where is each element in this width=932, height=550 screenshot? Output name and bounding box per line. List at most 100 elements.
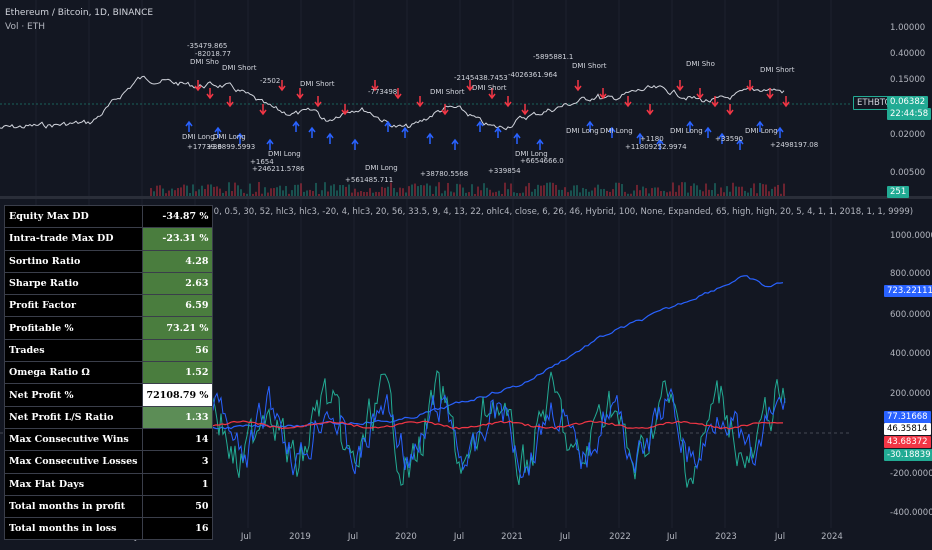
buy-arrow [401,126,409,138]
volume-bar [201,185,203,196]
volume-bar [309,189,311,196]
volume-bar [420,184,422,196]
time-axis-tick: 2022 [609,532,631,542]
time-axis-tick: Jul [240,532,252,542]
stat-value: 73.21 % [141,316,214,340]
equity-axis-tick: 800.0000 [890,269,931,279]
sell-arrow [259,104,267,116]
last-price-tag: 0.06382 [887,96,929,108]
volume-bar [657,187,659,196]
buy-arrow [636,132,644,144]
volume-bar [594,187,596,196]
volume-bar [633,190,635,196]
volume-bar [555,184,557,196]
stat-label: Intra-trade Max DD [4,227,143,251]
strategy-params-label[interactable]: 5, 15, 53, 10, 0.5, 30, 52, hlc3, hlc3, … [165,207,914,217]
time-axis-tick: 2023 [715,532,737,542]
volume-bar [609,191,611,196]
sell-arrow [696,88,704,100]
sell-arrow [341,104,349,116]
volume-bar [537,184,539,196]
price-axis-tick: 0.15000 [890,75,926,85]
volume-bar [729,191,731,196]
stat-value: -23.31 % [141,227,214,251]
volume-bar [744,190,746,196]
volume-bar [270,188,272,196]
buy-arrow [608,126,616,138]
stats-row: Sharpe Ratio 2.63 [4,271,214,296]
volume-bar [186,185,188,196]
volume-bar [282,190,284,196]
sell-arrow [676,80,684,92]
volume-bar [663,190,665,196]
volume-bar [564,187,566,196]
volume-bar [456,183,458,196]
volume-tag: 251 [887,186,910,198]
volume-bar [279,185,281,196]
volume-bar [411,184,413,196]
volume-bar [708,189,710,196]
volume-bar [327,191,329,196]
symbol-title[interactable]: Ethereum / Bitcoin, 1D, BINANCE [5,8,154,18]
volume-bar [579,192,581,196]
trade-annotation: DMI Sho [190,58,219,66]
volume-bar [255,191,257,196]
volume-bar [453,192,455,196]
buy-arrow [476,120,484,132]
volume-bar [450,191,452,196]
volume-bar [264,187,266,196]
time-axis-tick: 2024 [821,532,843,542]
volume-bar [207,184,209,196]
volume-bar [717,193,719,196]
volume-bar [507,189,509,196]
volume-bar [330,185,332,196]
buy-arrow [308,126,316,138]
buy-arrow [451,138,459,150]
stat-label: Equity Max DD [4,204,143,229]
volume-bar [693,183,695,196]
trade-annotation: DMI Short [760,66,795,74]
trade-annotation: +33590 [715,135,744,143]
volume-bar [675,191,677,196]
stat-label: Max Consecutive Wins [4,427,143,452]
trade-annotation: -82018.77 [195,50,231,58]
buy-arrow [686,120,694,132]
trade-annotation: -4026361.964 [508,71,558,79]
volume-bar [354,188,356,196]
volume-bar [654,187,656,196]
volume-bar [285,186,287,196]
volume-bar [228,182,230,196]
price-series-line [0,75,785,131]
trade-annotation: +339854 [488,167,521,175]
volume-bar [627,193,629,196]
buy-arrow [756,120,764,132]
stat-label: Total months in loss [4,517,143,541]
price-axis-tick: 0.02000 [890,130,926,140]
volume-bar [489,189,491,196]
trade-annotation: -773498 [368,88,398,96]
stat-value: 1.33 [141,405,214,429]
sell-arrow [206,88,214,100]
volume-bar [222,192,224,196]
trade-annotation: DMI Short [430,88,465,96]
volume-bar [639,190,641,196]
volume-bar [624,191,626,196]
volume-bar [525,186,527,196]
volume-bar [615,182,617,196]
buy-arrow [236,132,244,144]
volume-indicator-label[interactable]: Vol · ETH [5,22,45,32]
sell-arrow [466,80,474,92]
pane-separator[interactable] [0,196,932,199]
volume-bar [342,185,344,196]
stat-value: 6.59 [141,294,214,318]
volume-bar [390,182,392,196]
volume-bar [393,187,395,196]
sell-arrow [194,80,202,92]
stat-value: 1 [141,472,214,496]
volume-bar [621,184,623,196]
time-axis-tick: Jul [666,532,678,542]
volume-bar [435,186,437,196]
trade-annotation: DMI Sho [686,60,715,68]
volume-bar [465,192,467,196]
